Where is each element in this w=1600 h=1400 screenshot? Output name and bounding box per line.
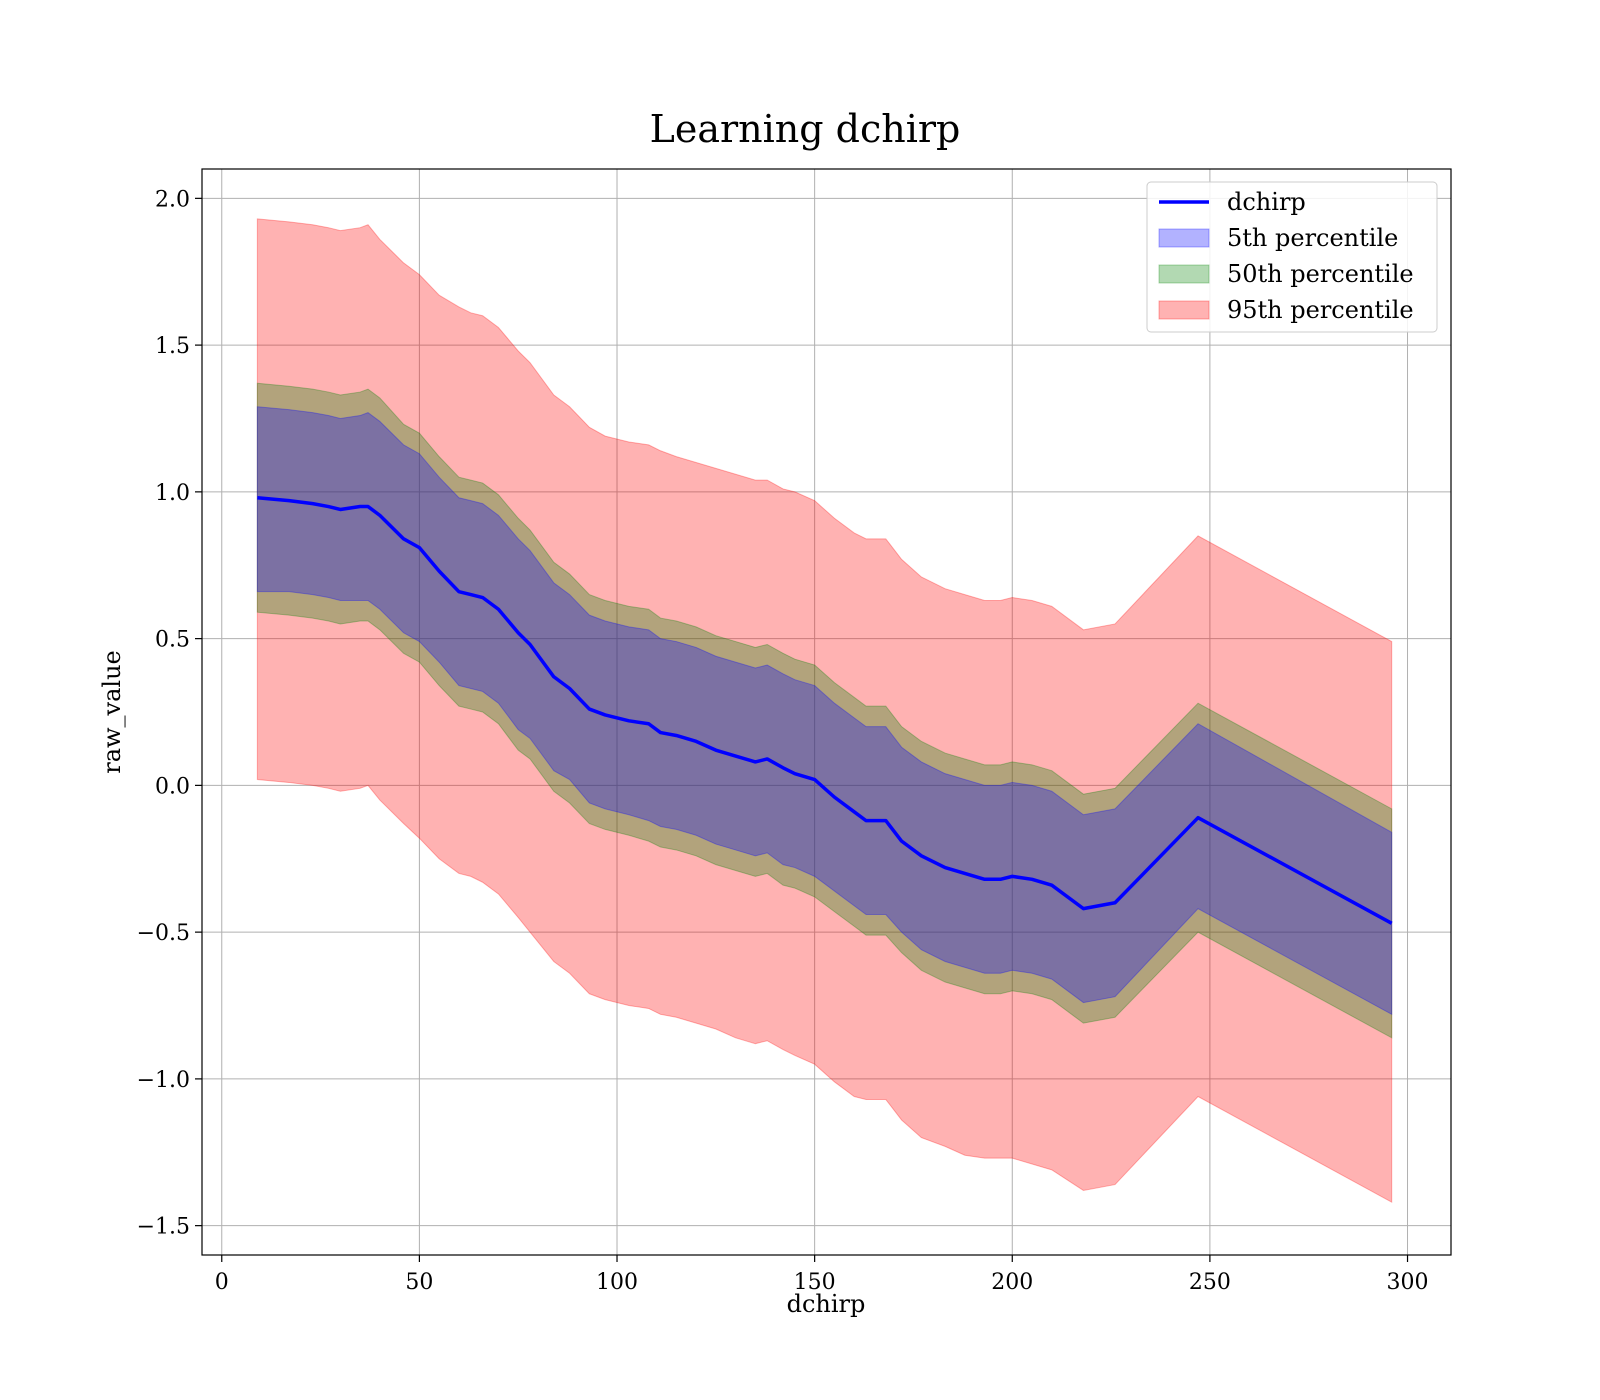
y-tick-label: 1.5 bbox=[155, 334, 190, 359]
y-tick-label: −1.5 bbox=[137, 1215, 190, 1240]
y-tick-label: −0.5 bbox=[137, 921, 190, 946]
legend-swatch bbox=[1158, 228, 1210, 248]
x-tick-label: 0 bbox=[215, 1270, 229, 1295]
x-tick-label: 100 bbox=[596, 1270, 638, 1295]
x-ticks: 0 50 100 150 200 250 300 bbox=[215, 1255, 1429, 1295]
percentile-bands bbox=[256, 218, 1393, 1204]
y-axis-label: raw_value bbox=[98, 650, 126, 774]
grid bbox=[202, 169, 1451, 1255]
legend-label: 5th percentile bbox=[1227, 224, 1398, 252]
x-axis-label: dchirp bbox=[787, 1290, 866, 1318]
legend-box bbox=[1146, 181, 1438, 333]
x-tick-label: 300 bbox=[1387, 1270, 1429, 1295]
legend-swatch bbox=[1158, 300, 1210, 320]
x-tick-label: 150 bbox=[794, 1270, 836, 1295]
y-tick-label: 1.0 bbox=[155, 481, 190, 506]
band-95th-percentile bbox=[256, 218, 1393, 1204]
x-tick-label: 200 bbox=[991, 1270, 1033, 1295]
series-lines bbox=[257, 495, 1393, 925]
plot-frame bbox=[201, 168, 1452, 1256]
y-tick-label: 0.5 bbox=[155, 628, 190, 653]
y-tick-label: 2.0 bbox=[155, 187, 190, 212]
chart-title: Learning dchirp bbox=[650, 107, 961, 151]
legend: dchirp 5th percentile 50th percentile 95th … bbox=[1146, 181, 1438, 333]
x-tick-label: 250 bbox=[1189, 1270, 1231, 1295]
x-tick-label: 50 bbox=[405, 1270, 433, 1295]
band-50th-percentile bbox=[256, 382, 1393, 1039]
y-tick-label: −1.0 bbox=[137, 1068, 190, 1093]
y-tick-label: 0.0 bbox=[155, 774, 190, 799]
band-5th-percentile bbox=[256, 406, 1393, 1016]
legend-label: 50th percentile bbox=[1227, 260, 1414, 288]
legend-swatch bbox=[1158, 264, 1210, 284]
legend-label: 95th percentile bbox=[1227, 296, 1414, 324]
legend-label: dchirp bbox=[1227, 188, 1306, 216]
y-ticks: −1.5 −1.0 −0.5 0.0 0.5 1.0 1.5 2.0 bbox=[137, 187, 202, 1240]
series-line-dchirp bbox=[257, 495, 1393, 925]
